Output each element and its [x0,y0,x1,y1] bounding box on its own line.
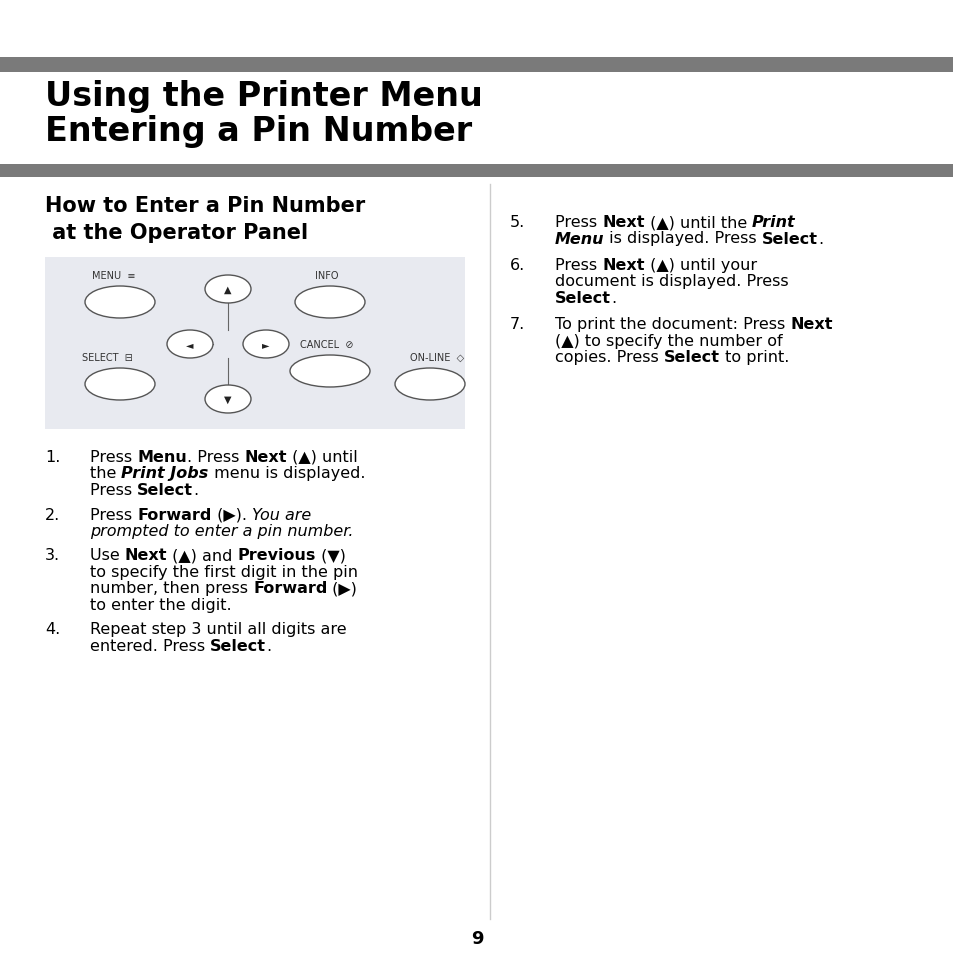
Text: .: . [818,232,822,246]
Bar [0,58,953,73]
Text: number, then press: number, then press [90,581,253,596]
Text: to enter the digit.: to enter the digit. [90,598,232,613]
Bar [45,257,464,430]
Text: to print.: to print. [720,350,788,365]
Text: Repeat step 3 until all digits are: Repeat step 3 until all digits are [90,622,346,637]
Text: 7.: 7. [510,317,525,333]
Text: .: . [193,482,198,497]
Bar [0,165,953,178]
Text: copies. Press: copies. Press [555,350,663,365]
Text: Press: Press [555,214,601,230]
Ellipse shape [205,386,251,414]
Text: ON-LINE  ◇: ON-LINE ◇ [410,353,464,363]
Text: Press: Press [90,482,137,497]
Text: .: . [610,291,616,306]
Text: (▶).: (▶). [212,507,252,522]
Text: Print: Print [751,214,795,230]
Text: Select: Select [663,350,720,365]
Text: 5.: 5. [510,214,525,230]
Ellipse shape [243,331,289,358]
Text: Use: Use [90,548,125,563]
Text: entered. Press: entered. Press [90,639,210,654]
Text: document is displayed. Press: document is displayed. Press [555,274,788,289]
Text: 9: 9 [470,929,483,947]
Text: to specify the first digit in the pin: to specify the first digit in the pin [90,564,357,579]
Text: CANCEL  ⊘: CANCEL ⊘ [299,339,354,350]
Text: Menu: Menu [137,450,187,464]
Text: ▲: ▲ [224,285,232,294]
Text: INFO: INFO [314,271,338,281]
Text: (▲) until your: (▲) until your [644,257,756,273]
Text: Select: Select [555,291,610,306]
Text: Next: Next [125,548,167,563]
Text: Next: Next [789,317,832,333]
Text: Print Jobs: Print Jobs [121,466,209,481]
Text: Select: Select [761,232,818,246]
Text: .: . [266,639,271,654]
Text: Entering a Pin Number: Entering a Pin Number [45,115,472,148]
Ellipse shape [290,355,370,388]
Text: (▲) until: (▲) until [287,450,357,464]
Ellipse shape [205,275,251,304]
Text: Next: Next [601,257,644,273]
Text: 6.: 6. [510,257,525,273]
Ellipse shape [85,287,154,318]
Text: (▲) and: (▲) and [167,548,237,563]
Ellipse shape [395,369,464,400]
Text: Press: Press [90,450,137,464]
Text: Select: Select [137,482,193,497]
Ellipse shape [294,287,365,318]
Text: MENU  ≡: MENU ≡ [91,271,135,281]
Text: at the Operator Panel: at the Operator Panel [45,223,308,243]
Text: Previous: Previous [237,548,315,563]
Text: the: the [90,466,121,481]
Text: Menu: Menu [555,232,604,246]
Text: (▲) until the: (▲) until the [644,214,751,230]
Ellipse shape [85,369,154,400]
Text: Forward: Forward [137,507,212,522]
Text: prompted to enter a pin number.: prompted to enter a pin number. [90,523,354,538]
Ellipse shape [167,331,213,358]
Text: 4.: 4. [45,622,60,637]
Text: You are: You are [252,507,311,522]
Text: SELECT  ⊟: SELECT ⊟ [82,353,132,363]
Text: Next: Next [244,450,287,464]
Text: (▼): (▼) [315,548,346,563]
Text: 3.: 3. [45,548,60,563]
Text: To print the document: Press: To print the document: Press [555,317,789,333]
Text: menu is displayed.: menu is displayed. [209,466,365,481]
Text: Press: Press [555,257,601,273]
Text: How to Enter a Pin Number: How to Enter a Pin Number [45,195,365,215]
Text: ►: ► [262,339,270,350]
Text: 2.: 2. [45,507,60,522]
Text: Select: Select [210,639,266,654]
Text: 1.: 1. [45,450,60,464]
Text: ◄: ◄ [186,339,193,350]
Text: (▲) to specify the number of: (▲) to specify the number of [555,334,781,349]
Text: Next: Next [601,214,644,230]
Text: . Press: . Press [187,450,244,464]
Text: Press: Press [90,507,137,522]
Text: (▶): (▶) [327,581,357,596]
Text: is displayed. Press: is displayed. Press [604,232,761,246]
Text: Forward: Forward [253,581,327,596]
Text: Using the Printer Menu: Using the Printer Menu [45,80,482,112]
Text: ▼: ▼ [224,395,232,405]
